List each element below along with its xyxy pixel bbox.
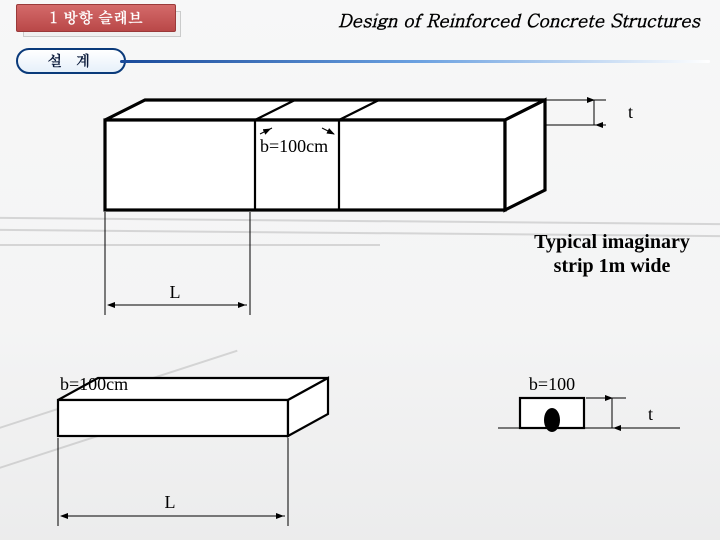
caption-line2: strip 1m wide	[554, 255, 671, 277]
beam-left-label: b=100cm	[60, 374, 128, 394]
caption-line1: Typical imaginary	[534, 231, 690, 253]
section-t-label: t	[648, 404, 653, 424]
t-bracket-top: t	[546, 100, 633, 125]
L-dim-top: L	[105, 212, 250, 315]
L-label-top: L	[170, 282, 181, 302]
L-label-bottom: L	[165, 492, 176, 512]
t-label-top: t	[628, 102, 633, 122]
bottom-beam: b=100cm L	[58, 374, 328, 526]
section-view: b=100 t	[498, 374, 680, 432]
strip-label: b=100cm	[260, 136, 328, 156]
diagram-canvas: b=100cm t Typical imaginary strip 1m wid…	[0, 0, 720, 540]
section-b-label: b=100	[529, 374, 575, 394]
top-slab: b=100cm t Typical imaginary strip 1m wid…	[105, 100, 690, 315]
